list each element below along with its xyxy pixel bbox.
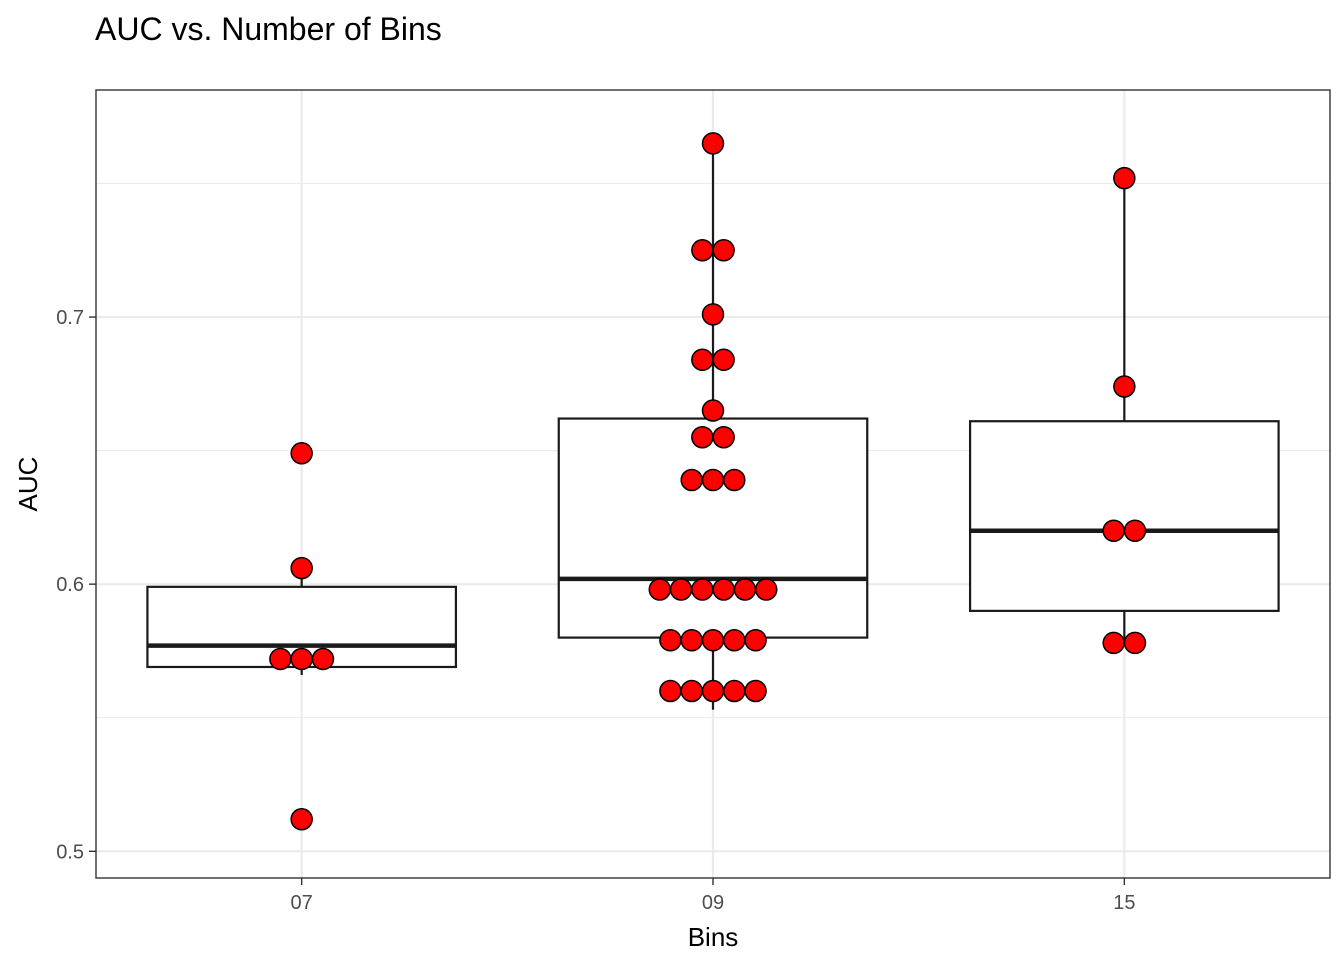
data-point (723, 629, 746, 652)
data-point (723, 468, 746, 492)
data-point (669, 578, 693, 601)
data-point (290, 556, 313, 580)
data-point (712, 239, 735, 262)
data-point (691, 578, 714, 601)
data-point (712, 578, 735, 601)
data-point (723, 679, 746, 703)
box-09 (557, 143, 869, 710)
box-15 (968, 178, 1280, 643)
x-tick-label: 09 (702, 892, 724, 914)
data-point (1123, 519, 1147, 542)
box-iqr (557, 417, 869, 639)
data-point (691, 239, 714, 262)
data-point (733, 578, 757, 601)
data-point (680, 629, 703, 652)
point-layer (269, 132, 1147, 831)
data-point (691, 348, 714, 372)
data-point (701, 679, 725, 703)
chart-title: AUC vs. Number of Bins (95, 11, 442, 47)
data-point (701, 629, 725, 652)
box-iqr (968, 420, 1280, 612)
data-point (712, 348, 735, 372)
data-point (1113, 166, 1136, 190)
data-point (659, 679, 682, 703)
data-point (269, 647, 292, 671)
y-axis-ticks: 0.5 0.6 0.7 (56, 307, 96, 863)
data-point (755, 578, 778, 601)
y-tick-label: 0.5 (56, 841, 84, 863)
data-point (648, 578, 671, 601)
data-point (712, 426, 735, 449)
data-point (744, 629, 767, 652)
data-point (1113, 375, 1136, 398)
y-axis-title: AUC (13, 457, 43, 512)
data-point (659, 629, 682, 652)
x-axis-title: Bins (688, 922, 739, 952)
x-axis-ticks: 07 09 15 (291, 878, 1135, 914)
data-point (701, 399, 725, 422)
data-point (680, 468, 703, 492)
box-layer (146, 143, 1280, 710)
data-point (701, 303, 725, 326)
data-point (680, 679, 703, 703)
y-tick-label: 0.7 (56, 307, 84, 329)
data-point (290, 647, 313, 671)
data-point (1102, 519, 1125, 542)
data-point (290, 807, 313, 831)
x-tick-label: 15 (1113, 892, 1135, 914)
data-point (691, 426, 714, 449)
data-point (1123, 631, 1147, 655)
data-point (1102, 631, 1125, 655)
data-point (311, 647, 335, 671)
data-point (701, 132, 725, 155)
data-point (290, 442, 313, 465)
y-tick-label: 0.6 (56, 574, 84, 596)
data-point (701, 468, 725, 492)
data-point (744, 679, 767, 703)
x-tick-label: 07 (291, 892, 313, 914)
